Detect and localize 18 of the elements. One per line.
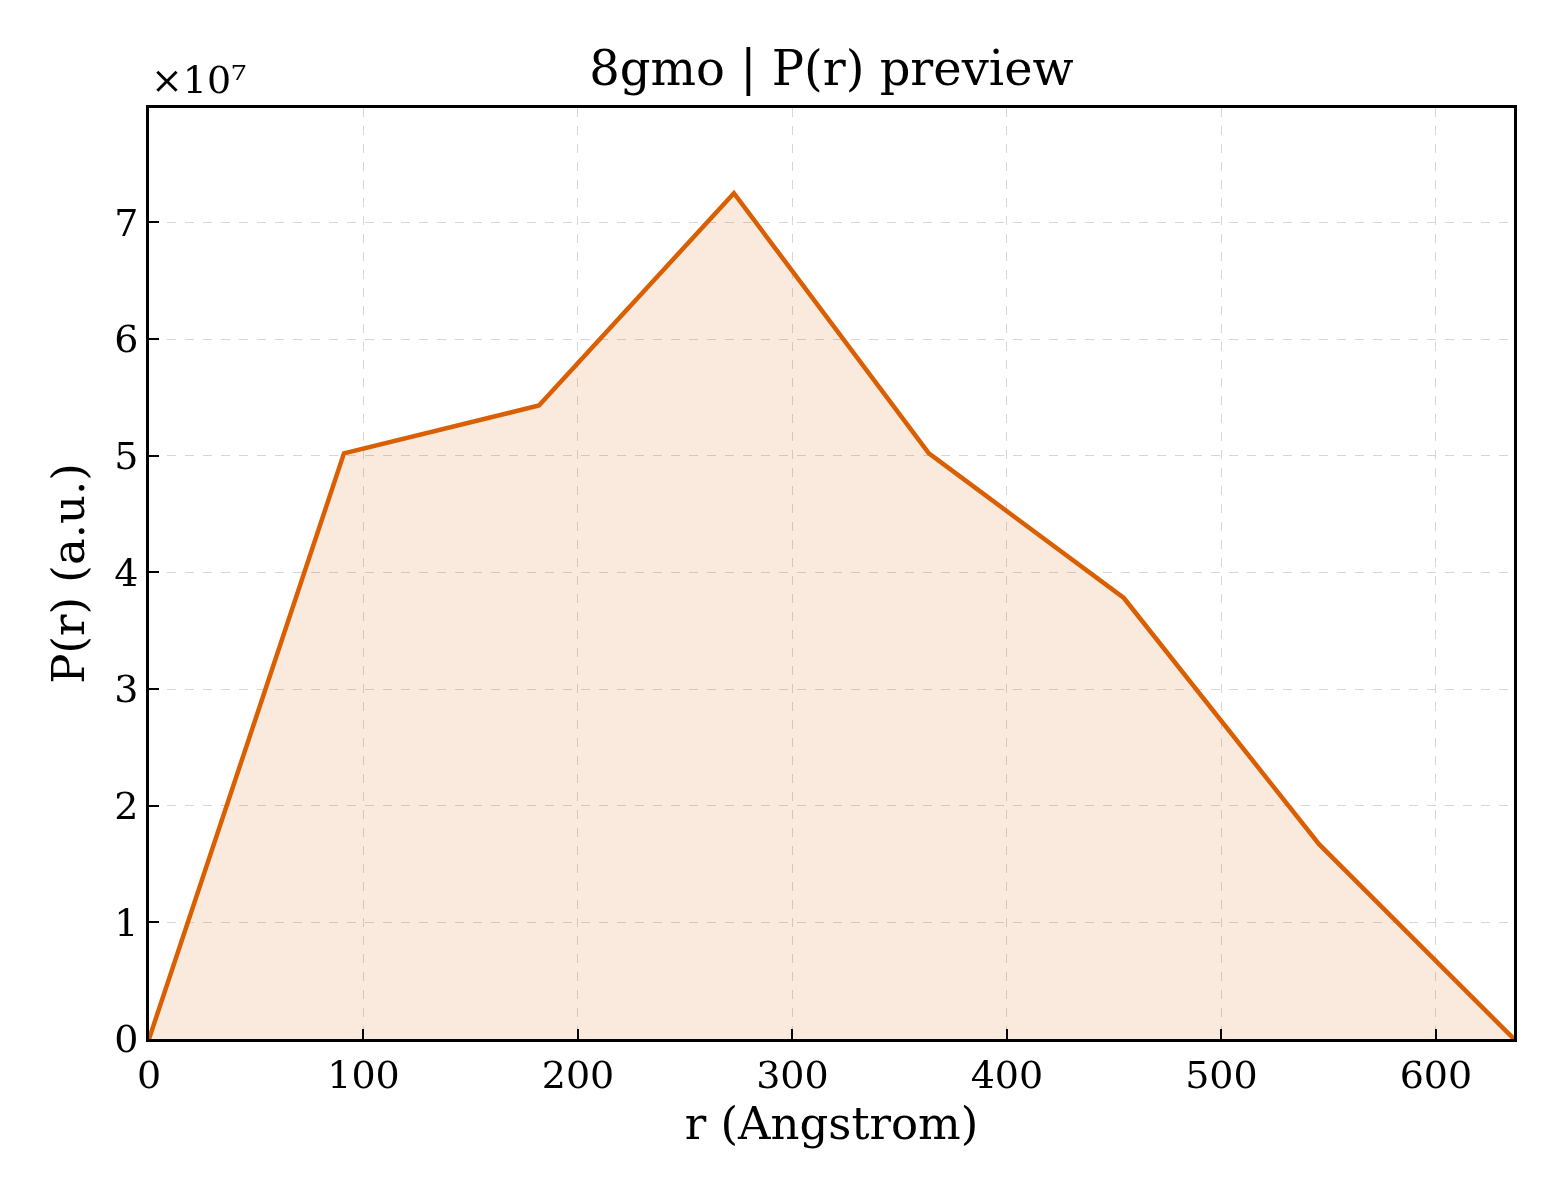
x-tick-label: 600 (1399, 1052, 1473, 1097)
chart-title: 8gmo | P(r) preview (589, 39, 1074, 96)
text: ×10⁷ (151, 58, 247, 102)
x-tick-label: 100 (327, 1052, 400, 1097)
y-axis-title: P(r) (a.u.) (41, 463, 95, 684)
x-tick-label: 300 (756, 1052, 829, 1097)
y-tick-label: 4 (114, 550, 139, 595)
x-tick-label: 200 (541, 1052, 615, 1097)
x-axis-title: r (Angstrom) (684, 1096, 979, 1150)
y-tick-label: 2 (114, 783, 139, 828)
y-tick-label: 0 (114, 1017, 139, 1062)
x-tick-label: 500 (1185, 1052, 1258, 1097)
y-tick-label: 6 (114, 317, 139, 362)
x-tick-label: 400 (970, 1052, 1044, 1097)
y-tick-label: 7 (114, 200, 139, 245)
y-tick-label: 5 (114, 433, 139, 478)
y-tick-label: 3 (114, 667, 139, 712)
y-tick-label: 1 (114, 900, 139, 945)
